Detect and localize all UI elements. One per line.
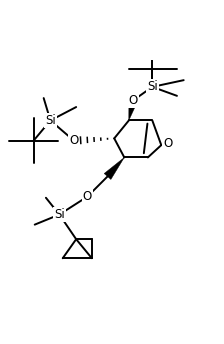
Text: Si: Si [45, 114, 56, 127]
Polygon shape [104, 158, 124, 180]
Text: O: O [163, 137, 173, 150]
Text: Si: Si [147, 80, 158, 93]
Polygon shape [129, 99, 138, 120]
Text: O: O [83, 190, 92, 203]
Text: O: O [69, 134, 79, 147]
Text: O: O [129, 94, 138, 107]
Text: Si: Si [54, 208, 65, 221]
